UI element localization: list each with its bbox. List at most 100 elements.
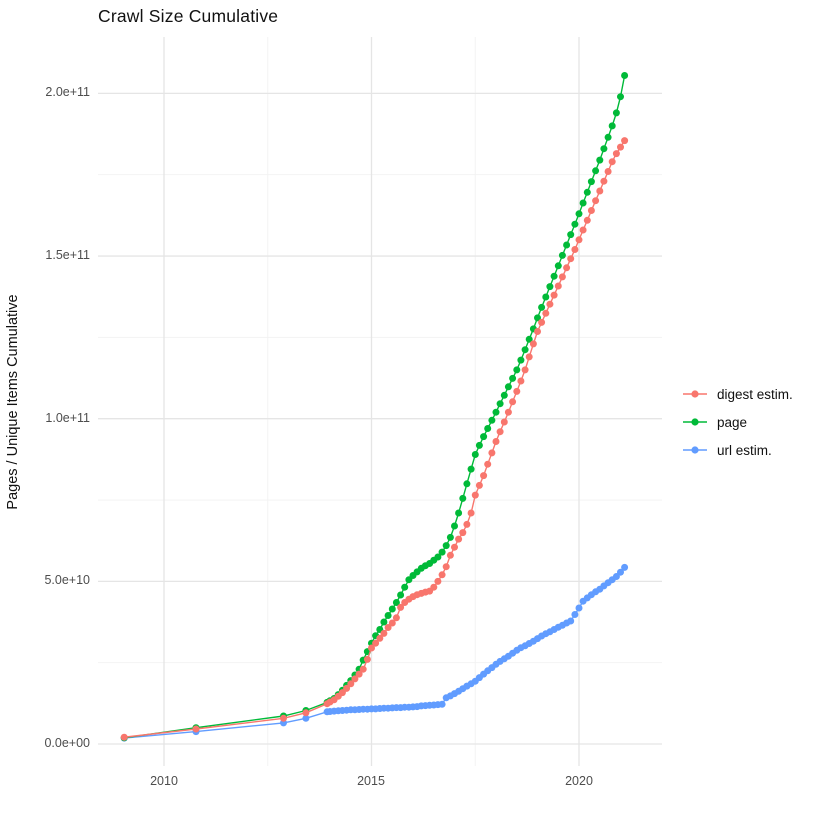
data-point: [617, 568, 624, 576]
data-point: [467, 509, 475, 517]
data-point: [550, 272, 558, 280]
data-point: [446, 533, 454, 541]
data-point: [442, 563, 450, 571]
data-point: [475, 441, 483, 449]
data-point: [558, 273, 566, 281]
data-point: [571, 220, 579, 228]
data-point: [359, 665, 367, 673]
data-point: [621, 72, 629, 79]
data-point: [192, 725, 200, 733]
data-point: [596, 156, 604, 164]
data-point: [500, 391, 508, 399]
y-tick-label: 0.0e+00: [44, 736, 90, 750]
data-point: [484, 460, 492, 468]
data-point: [587, 178, 595, 186]
data-point: [388, 619, 396, 627]
data-point: [554, 282, 562, 290]
data-point: [612, 150, 620, 158]
data-point: [600, 145, 608, 153]
data-point: [475, 481, 483, 489]
data-point: [471, 451, 479, 458]
legend: digest estim. page url estim.: [682, 380, 793, 464]
data-point: [438, 548, 446, 556]
x-tick-label: 2015: [357, 774, 385, 788]
legend-key-icon: [683, 390, 707, 398]
data-point: [380, 629, 388, 637]
legend-item-digest-estim: digest estim.: [682, 380, 793, 408]
data-point: [525, 335, 533, 343]
data-point: [542, 309, 550, 317]
data-point: [542, 293, 550, 301]
data-point: [513, 366, 521, 374]
data-point: [534, 328, 541, 335]
data-point: [368, 644, 375, 652]
legend-label: url estim.: [717, 442, 772, 458]
data-point: [617, 143, 624, 151]
legend-item-url-estim: url estim.: [682, 436, 793, 464]
data-point: [372, 639, 380, 647]
data-point: [558, 251, 566, 259]
data-point: [612, 109, 620, 117]
data-point: [550, 291, 558, 299]
data-point: [575, 210, 583, 218]
data-point: [617, 93, 624, 101]
data-point: [492, 408, 500, 416]
data-point: [463, 480, 471, 488]
data-point: [438, 700, 446, 708]
data-point: [563, 264, 571, 272]
data-point: [434, 577, 442, 585]
data-point: [513, 387, 521, 395]
data-point: [302, 714, 310, 722]
data-point: [380, 618, 388, 626]
data-point: [388, 605, 396, 613]
data-point: [587, 207, 595, 214]
data-point: [430, 583, 438, 591]
data-point: [608, 122, 616, 130]
data-point: [596, 187, 604, 195]
x-tick-label: 2010: [150, 774, 178, 788]
data-point: [571, 611, 579, 618]
data-point: [459, 494, 467, 502]
data-point: [608, 158, 616, 166]
data-point: [467, 465, 475, 473]
data-point: [347, 680, 355, 688]
data-point: [392, 599, 400, 606]
data-point: [471, 491, 479, 499]
data-point: [351, 675, 359, 683]
data-point: [529, 340, 537, 348]
data-point: [451, 543, 458, 551]
data-point: [592, 197, 600, 205]
data-point: [343, 684, 351, 692]
data-point: [538, 303, 546, 311]
legend-label: page: [717, 414, 748, 430]
y-tick-label: 1.5e+11: [45, 248, 90, 262]
data-point: [480, 433, 488, 441]
data-point: [302, 709, 310, 717]
data-point: [604, 168, 612, 175]
data-point: [392, 614, 400, 622]
data-point: [525, 353, 533, 361]
data-point: [504, 408, 512, 416]
data-point: [455, 535, 463, 543]
y-tick-label: 5.0e+10: [44, 573, 90, 587]
y-axis-title: Pages / Unique Items Cumulative: [5, 294, 21, 510]
data-point: [621, 563, 629, 571]
series-line-url-estim-: [124, 566, 626, 739]
data-point: [496, 400, 504, 408]
data-point: [504, 383, 512, 391]
data-point: [583, 188, 591, 196]
data-point: [554, 262, 562, 270]
data-point: [397, 591, 405, 599]
data-point: [384, 624, 392, 631]
data-point: [592, 167, 600, 175]
data-point: [534, 314, 541, 322]
data-point: [488, 416, 496, 424]
data-point: [583, 216, 591, 224]
data-point: [384, 612, 392, 619]
data-point: [376, 634, 384, 642]
data-point: [521, 346, 529, 354]
data-point: [517, 356, 525, 364]
legend-label: digest estim.: [717, 386, 793, 402]
data-point: [459, 529, 467, 537]
data-point: [397, 603, 405, 611]
